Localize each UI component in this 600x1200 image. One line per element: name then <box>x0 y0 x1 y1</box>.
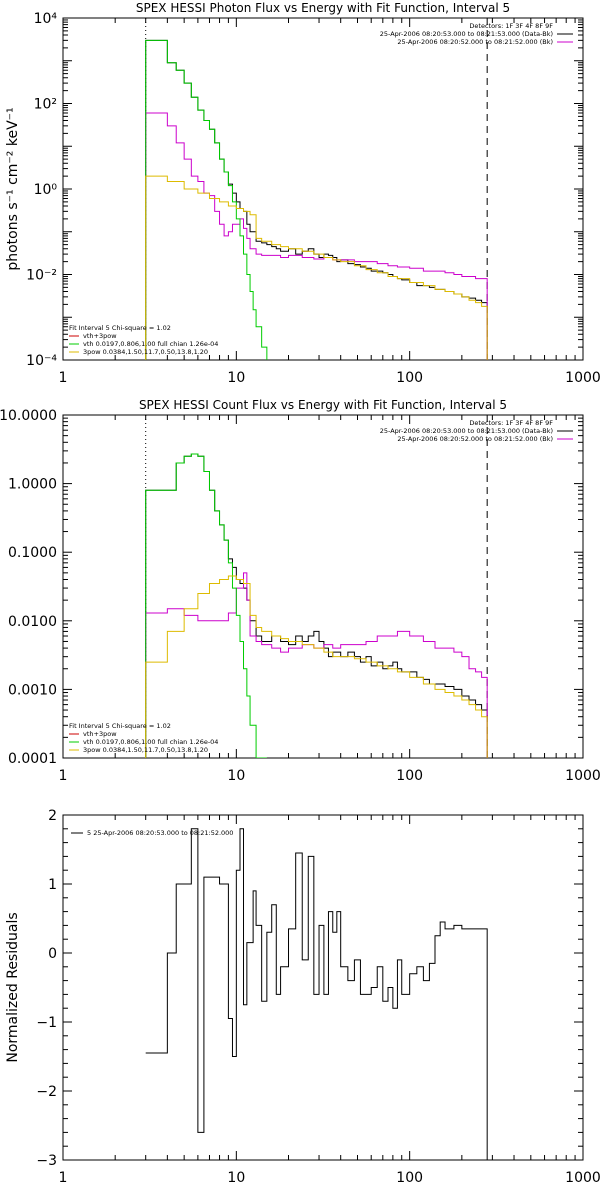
legend-bottom-line: vth+3pow <box>83 730 117 738</box>
y-tick-label: 10.0000 <box>0 408 57 424</box>
y-tick-label: 1.0000 <box>8 477 57 493</box>
x-tick-label: 1000 <box>565 768 600 784</box>
chart-panel-2: 1 10 100 1000 0.0001 0.0010 0.0100 0.1000 1.0000… <box>0 398 600 784</box>
plot-frame <box>62 814 584 1161</box>
plot-frame <box>62 17 584 361</box>
series-vth <box>145 39 268 360</box>
chart-title: SPEX HESSI Count Flux vs Energy with Fit… <box>139 398 507 412</box>
x-tick-label: 10 <box>227 370 245 386</box>
series-vth <box>145 453 267 758</box>
y-tick-label: 10² <box>34 97 57 113</box>
x-tick-label: 1 <box>59 768 68 784</box>
x-tick-label: 1000 <box>565 1170 600 1186</box>
legend-top-line: Detectors: 1F 3F 4F 8F 9F <box>469 419 553 427</box>
y-tick-label: 10⁻² <box>26 268 57 284</box>
legend-top-line: 25-Apr-2006 08:20:52.000 to 08:21:52.000… <box>397 435 553 443</box>
legend-bottom-line: Fit Interval 5 Chi-square = 1.02 <box>69 722 171 730</box>
legend-bottom-line: 3pow 0.0384,1.50,11.7,0.50,13.8,1.20 <box>83 348 208 356</box>
y-tick-label: −1 <box>36 1015 57 1031</box>
y-axis-label: Normalized Residuals <box>5 912 21 1062</box>
x-tick-label: 1000 <box>565 370 600 386</box>
y-axis-label: photons s⁻¹ cm⁻² keV⁻¹ <box>5 107 21 270</box>
chart-panel-1: 1 10 100 1000 10⁻⁴ 10⁻² 10⁰ 10² 10⁴ SPEX HESSI Ph… <box>5 1 600 386</box>
y-tick-label: 10⁴ <box>34 11 58 27</box>
legend-bottom-line: vth 0.0197,0.806,1.00 full chian 1.26e-0… <box>83 340 218 348</box>
y-tick-label: 0.0001 <box>8 751 57 767</box>
x-tick-label: 1 <box>59 1170 68 1186</box>
legend-top-line: 25-Apr-2006 08:20:52.000 to 08:21:52.000… <box>397 38 553 46</box>
y-tick-label: −3 <box>36 1153 57 1169</box>
y-tick-label: 0 <box>48 946 57 962</box>
y-tick-label: 1 <box>48 877 57 893</box>
legend-top-line: 25-Apr-2006 08:20:53.000 to 08:21:53.000… <box>380 30 553 38</box>
x-tick-label: 10 <box>227 768 245 784</box>
legend-top-line: 25-Apr-2006 08:20:53.000 to 08:21:53.000… <box>380 427 553 435</box>
y-tick-label: 0.0100 <box>8 614 57 630</box>
y-tick-label: 0.0010 <box>8 682 57 698</box>
legend-bottom-line: vth+3pow <box>83 332 117 340</box>
series-bk <box>145 572 488 758</box>
series-3pow <box>145 575 488 758</box>
x-tick-label: 100 <box>396 768 423 784</box>
series-bk <box>145 112 488 360</box>
series-data-bk <box>145 453 488 758</box>
y-tick-label: 10⁰ <box>34 182 58 198</box>
legend-top-line: Detectors: 1F 3F 4F 8F 9F <box>469 22 553 30</box>
x-tick-label: 100 <box>396 1170 423 1186</box>
legend-bottom-line: vth 0.0197,0.806,1.00 full chian 1.26e-0… <box>83 738 218 746</box>
series-group <box>145 453 488 758</box>
series-3pow <box>145 175 488 360</box>
y-tick-label: 0.1000 <box>8 545 57 561</box>
x-tick-label: 1 <box>59 370 68 386</box>
legend-bottom-line: 3pow 0.0384,1.50,11.7,0.50,13.8,1.20 <box>83 746 208 754</box>
plot-frame <box>62 414 584 759</box>
chart-title: SPEX HESSI Photon Flux vs Energy with Fi… <box>136 1 510 15</box>
chart-panel-3: 1 10 100 1000 −3 −2 −1 0 1 2 Normalized Residuals 5… <box>5 808 600 1186</box>
legend-line: 5 25-Apr-2006 08:20:53.000 to 08:21:52.0… <box>87 829 233 837</box>
legend-bottom-line: Fit Interval 5 Chi-square = 1.02 <box>69 324 171 332</box>
series-data-bk <box>145 39 488 360</box>
series-5-25-apr-2006-08-20-53-000-to-08-21-52-000 <box>145 828 488 1160</box>
x-tick-label: 100 <box>396 370 423 386</box>
y-tick-label: −2 <box>36 1084 57 1100</box>
series-group <box>145 828 488 1160</box>
y-tick-label: 10⁻⁴ <box>26 353 57 369</box>
y-tick-label: 2 <box>48 808 57 824</box>
series-group <box>145 39 488 360</box>
x-tick-label: 10 <box>227 1170 245 1186</box>
